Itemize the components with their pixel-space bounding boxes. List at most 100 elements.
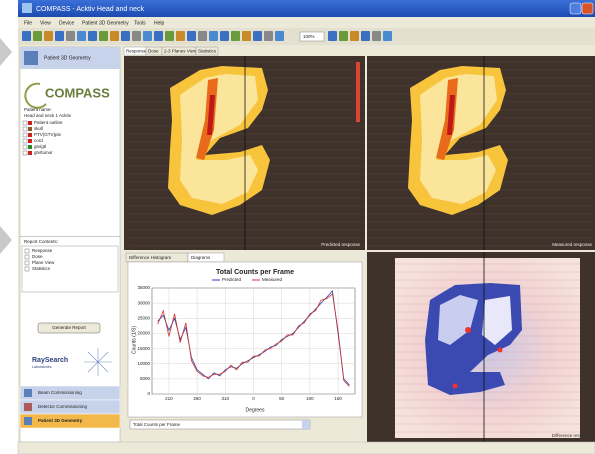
x-tick-label: 150: [334, 396, 342, 401]
vendor: RaySearch: [32, 357, 68, 364]
y-tick-label: 25000: [137, 315, 150, 320]
menu-item[interactable]: Device: [59, 20, 75, 26]
measured-panel: Measured response: [367, 56, 595, 250]
x-axis-label: Degrees: [246, 407, 265, 413]
tool-button[interactable]: [350, 31, 359, 41]
sidebar-header: [20, 47, 120, 69]
menu-item[interactable]: Tools: [134, 20, 146, 26]
chart: 0 5000 10000 15000 20000 25000 30000 35000 210 26…: [137, 277, 356, 401]
minimize[interactable]: [569, 2, 582, 15]
tool-button[interactable]: [99, 31, 108, 41]
menu-item[interactable]: Patient 3D Geometry: [82, 20, 129, 26]
tab-label: Dose: [148, 49, 159, 54]
tool-button[interactable]: [220, 31, 229, 41]
menu-item[interactable]: Help: [154, 20, 165, 26]
y-tick-label: 5000: [140, 376, 151, 381]
predicted-panel: · Predicted response: [124, 56, 365, 250]
patient-name: Head and neck 1 Acktiv: [24, 113, 72, 118]
tool-button[interactable]: [328, 31, 337, 41]
generate-button[interactable]: [37, 322, 101, 334]
tool-button[interactable]: [121, 31, 130, 41]
checkbox[interactable]: [22, 132, 28, 138]
tool-button[interactable]: [88, 31, 97, 41]
difference-spot: [497, 347, 503, 353]
toolbar-icons: [22, 31, 392, 41]
tool-button[interactable]: [165, 31, 174, 41]
tab-label: 2-3 Planes View: [164, 49, 197, 54]
tool-button[interactable]: [339, 31, 348, 41]
tool-button[interactable]: [275, 31, 284, 41]
tool-button[interactable]: [66, 31, 75, 41]
structure-color: [28, 127, 32, 131]
tool-button[interactable]: [110, 31, 119, 41]
zoom-box[interactable]: [299, 31, 325, 42]
tool-button[interactable]: [264, 31, 273, 41]
nav-icon: [24, 389, 32, 397]
dropdown-value: Total Counts per Frame: [133, 422, 181, 427]
x-tick-label: 210: [165, 396, 173, 401]
tool-button[interactable]: [198, 31, 207, 41]
tool-button[interactable]: [253, 31, 262, 41]
structure-color: [28, 145, 32, 149]
checkbox[interactable]: [24, 266, 30, 272]
tab[interactable]: [195, 46, 219, 56]
nav-label: Patient 3D Geometry: [38, 418, 83, 423]
tool-button[interactable]: [55, 31, 64, 41]
tool-button[interactable]: [187, 31, 196, 41]
checkbox[interactable]: [24, 260, 30, 266]
menu-bar: [18, 17, 595, 28]
report-item: Statistics: [32, 266, 51, 271]
tool-button[interactable]: [231, 31, 240, 41]
report-label: Report Contents:: [24, 239, 58, 244]
tool-button[interactable]: [209, 31, 218, 41]
structure-color: [28, 121, 32, 125]
structure-label: skull: [34, 126, 43, 131]
tool-button[interactable]: [154, 31, 163, 41]
divider: [20, 236, 120, 237]
status-bar: [17, 441, 595, 454]
checkbox[interactable]: [22, 138, 28, 144]
close[interactable]: [581, 2, 594, 15]
tool-button[interactable]: [33, 31, 42, 41]
structure-color: [28, 151, 32, 155]
header-icon: [24, 51, 38, 65]
checkbox[interactable]: [22, 126, 28, 132]
checkbox[interactable]: [24, 254, 30, 260]
nav-button-active[interactable]: [19, 413, 121, 429]
structure-label: Patient outline: [34, 120, 63, 125]
tool-button[interactable]: [176, 31, 185, 41]
x-tick-label: 310: [222, 396, 230, 401]
legend-label: Measured: [262, 277, 283, 282]
checkbox[interactable]: [22, 144, 28, 150]
tool-button[interactable]: [132, 31, 141, 41]
tool-button[interactable]: [383, 31, 392, 41]
tool-button[interactable]: [242, 31, 251, 41]
tool-button[interactable]: [44, 31, 53, 41]
report-item: Dose: [32, 254, 43, 259]
sidebar-title: Patient 3D Geometry: [44, 55, 91, 61]
logo-arc: [24, 82, 47, 109]
tool-button[interactable]: [143, 31, 152, 41]
panel-tab-label: Difference Histogram: [129, 255, 171, 260]
tool-button[interactable]: [361, 31, 370, 41]
checkbox[interactable]: [24, 248, 30, 254]
menu-item[interactable]: File: [24, 20, 32, 26]
window-title: COMPASS - Acktiv Head and neck: [36, 6, 145, 13]
nav-label: Beam Commissioning: [38, 390, 82, 395]
checkbox[interactable]: [22, 150, 28, 156]
tool-button[interactable]: [22, 31, 31, 41]
structure-color: [28, 133, 32, 137]
tool-button[interactable]: [372, 31, 381, 41]
checkbox[interactable]: [22, 120, 28, 126]
dose-core: [180, 74, 258, 204]
y-tick-label: 0: [147, 391, 150, 396]
difference-patch: [482, 296, 512, 345]
y-tick-label: 20000: [137, 331, 150, 336]
menu-item[interactable]: View: [40, 20, 51, 26]
dose-core: [420, 74, 497, 204]
tool-button[interactable]: [77, 31, 86, 41]
color-scale: [356, 62, 360, 122]
dropdown-arrow[interactable]: [302, 420, 310, 429]
structure-label: PTV(GTV)ptv: [34, 132, 62, 137]
